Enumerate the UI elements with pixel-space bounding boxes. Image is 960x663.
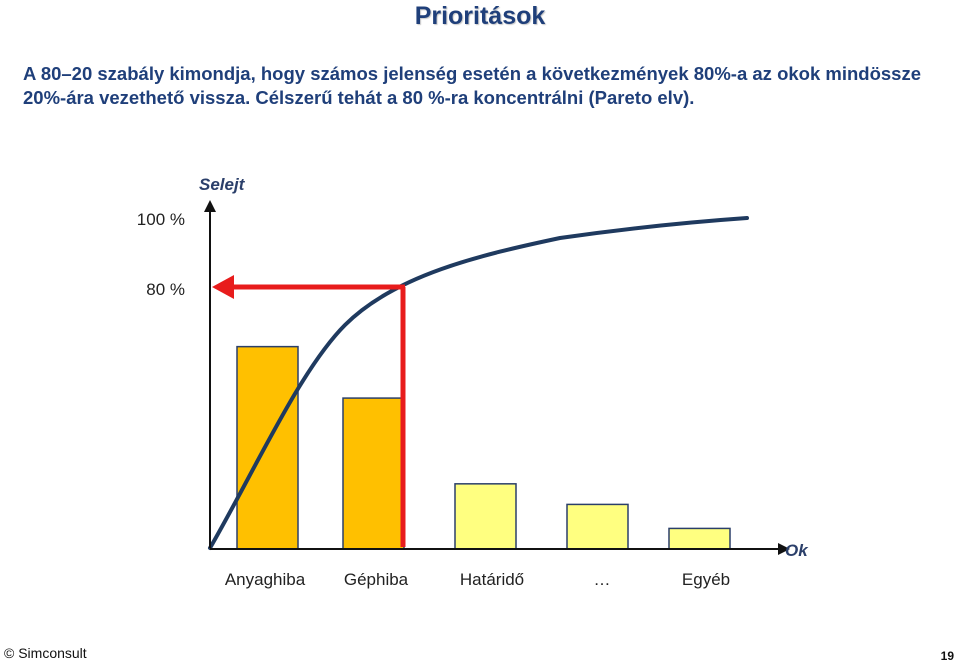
page-title: Prioritások: [414, 2, 546, 30]
x-axis-label: Ok: [785, 541, 808, 560]
cumulative-curve: [208, 216, 749, 550]
bar-1: [236, 345, 299, 550]
y-axis-arrowhead: [204, 200, 216, 212]
category-label: Géphiba: [343, 570, 409, 589]
category-label: …: [593, 570, 611, 589]
x-axis-arrowhead: [778, 543, 790, 555]
category-label: Egyéb: [681, 570, 731, 589]
bar-4: [566, 503, 629, 550]
page-number: 19: [940, 649, 954, 663]
marker-arrowhead: [212, 275, 234, 299]
y-tick-100: 100 %: [136, 210, 185, 229]
copyright: © Simconsult: [4, 645, 87, 661]
pareto-description: A 80–20 szabály kimondja, hogy számos je…: [23, 63, 921, 108]
y-tick-80: 80 %: [146, 280, 185, 299]
bar-5: [668, 527, 731, 550]
category-label: Anyaghiba: [224, 570, 306, 589]
category-label: Határidő: [459, 570, 525, 589]
category-labels: Anyaghiba Géphiba Határidő … Egyéb: [220, 570, 740, 594]
bar-2: [342, 397, 405, 550]
y-axis-label: Selejt: [199, 175, 245, 194]
bar-3: [454, 483, 517, 550]
